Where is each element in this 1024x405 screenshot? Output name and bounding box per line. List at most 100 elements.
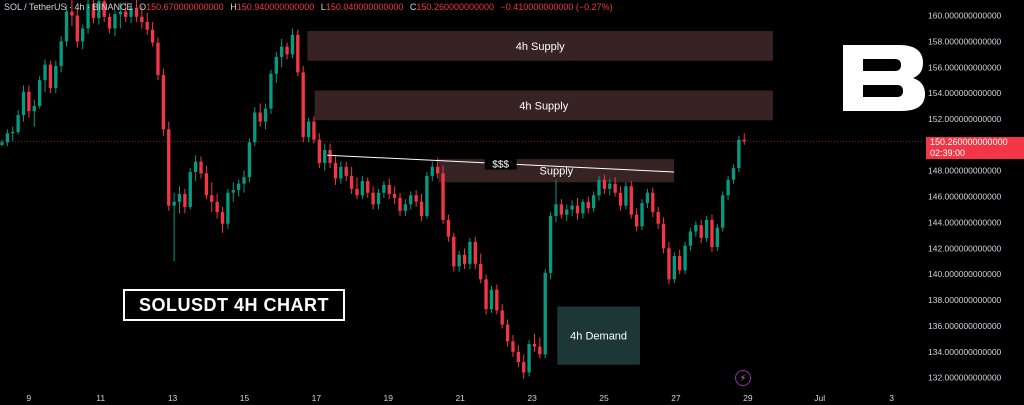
candle-body — [704, 219, 709, 238]
time-tick-label: 15 — [240, 393, 250, 403]
candle-body — [414, 195, 418, 202]
low-value: 150.040000000000 — [325, 2, 404, 12]
candle-body — [726, 179, 730, 196]
change-value: −0.410000000000 (−0.27%) — [500, 2, 613, 12]
price-tick-label: 132.000000000000 — [928, 373, 1002, 383]
candle-body — [97, 1, 101, 19]
candle-body — [473, 241, 477, 264]
candle-body — [161, 75, 166, 130]
candle-body — [565, 209, 569, 215]
candle-body — [495, 289, 499, 311]
candle-body — [280, 46, 284, 57]
time-tick-label: 9 — [26, 393, 31, 403]
candle-body — [656, 212, 660, 224]
candle-body — [269, 73, 273, 109]
candle-body — [75, 15, 79, 42]
candle-body — [489, 289, 494, 310]
candle-body — [532, 344, 537, 347]
price-tick-label: 154.000000000000 — [928, 88, 1002, 98]
price-tick-label: 156.000000000000 — [928, 62, 1002, 72]
candle-body — [398, 197, 402, 211]
candle-body — [226, 192, 230, 224]
candle-body — [672, 256, 676, 280]
bar-countdown: 02:39:00 — [930, 148, 966, 158]
candle-body — [253, 112, 257, 143]
candle-body — [624, 186, 628, 206]
candle-body — [134, 7, 139, 17]
candle-body — [710, 219, 714, 248]
candle-body — [403, 204, 408, 211]
candle-body — [37, 80, 42, 107]
candle-body — [344, 166, 348, 176]
candle-body — [479, 263, 483, 280]
candle-body — [581, 201, 585, 214]
candle-body — [107, 16, 112, 29]
candle-body — [129, 7, 133, 17]
lightning-icon[interactable]: ⚡ — [735, 370, 751, 386]
candle-body — [452, 236, 456, 267]
candle-body — [113, 14, 117, 29]
candle-body — [661, 223, 666, 249]
open-label: O — [139, 2, 147, 12]
candle-body — [177, 194, 182, 202]
candle-body — [102, 1, 106, 17]
time-tick-label: 29 — [743, 393, 753, 403]
candle-body — [387, 184, 391, 194]
candle-body — [457, 254, 461, 267]
candle-body — [64, 11, 69, 42]
candle-body — [183, 194, 187, 207]
candle-body — [505, 324, 510, 342]
candle-body — [688, 231, 693, 246]
price-tick-label: 148.000000000000 — [928, 166, 1002, 176]
time-axis: 9 11 13 15 17 19 21 23 25 27 29 Jul 3 — [26, 393, 894, 403]
candle-body — [247, 142, 252, 178]
candle-body — [323, 150, 327, 163]
time-tick-label: 27 — [671, 393, 681, 403]
candle-layer — [0, 0, 746, 379]
candle-body — [21, 91, 26, 116]
candle-body — [575, 205, 580, 214]
candle-body — [5, 133, 10, 143]
candle-body — [742, 139, 746, 142]
candle-body — [371, 192, 375, 205]
candle-body — [678, 256, 682, 271]
candle-body — [81, 28, 85, 42]
candle-body — [54, 65, 58, 88]
candle-body — [511, 341, 515, 352]
candle-body — [70, 11, 74, 16]
chart-title-box: SOLUSDT 4H CHART — [123, 289, 345, 321]
candle-body — [290, 34, 295, 55]
candle-body — [86, 3, 90, 29]
candle-body — [140, 16, 144, 22]
time-tick-label: 13 — [168, 393, 178, 403]
supply-zone — [314, 90, 773, 121]
price-tick-label: 160.000000000000 — [928, 11, 1002, 21]
candle-body — [527, 344, 531, 373]
candle-body — [204, 173, 209, 196]
candle-body — [285, 46, 289, 55]
price-tick-label: 134.000000000000 — [928, 347, 1002, 357]
candle-body — [651, 192, 655, 213]
candle-body — [296, 34, 300, 73]
time-tick-label: 3 — [889, 393, 894, 403]
candle-body — [425, 175, 429, 216]
candle-body — [597, 179, 601, 196]
price-tick-label: 158.000000000000 — [928, 36, 1002, 46]
time-tick-label: 19 — [384, 393, 394, 403]
candle-body — [124, 11, 128, 17]
price-tick-label: 136.000000000000 — [928, 321, 1002, 331]
candle-body — [699, 225, 703, 238]
close-label: C — [409, 2, 417, 12]
brand-b-logo — [843, 45, 925, 111]
candle-body — [645, 192, 650, 204]
price-tick-label: 140.000000000000 — [928, 269, 1002, 279]
candle-body — [43, 64, 47, 81]
supply-zone-label: Supply — [540, 166, 574, 178]
candle-body — [468, 241, 472, 264]
candle-body — [586, 201, 590, 209]
candle-body — [715, 227, 720, 248]
candle-body — [355, 188, 359, 196]
price-axis-bg — [924, 0, 1024, 405]
candle-body — [11, 131, 15, 134]
